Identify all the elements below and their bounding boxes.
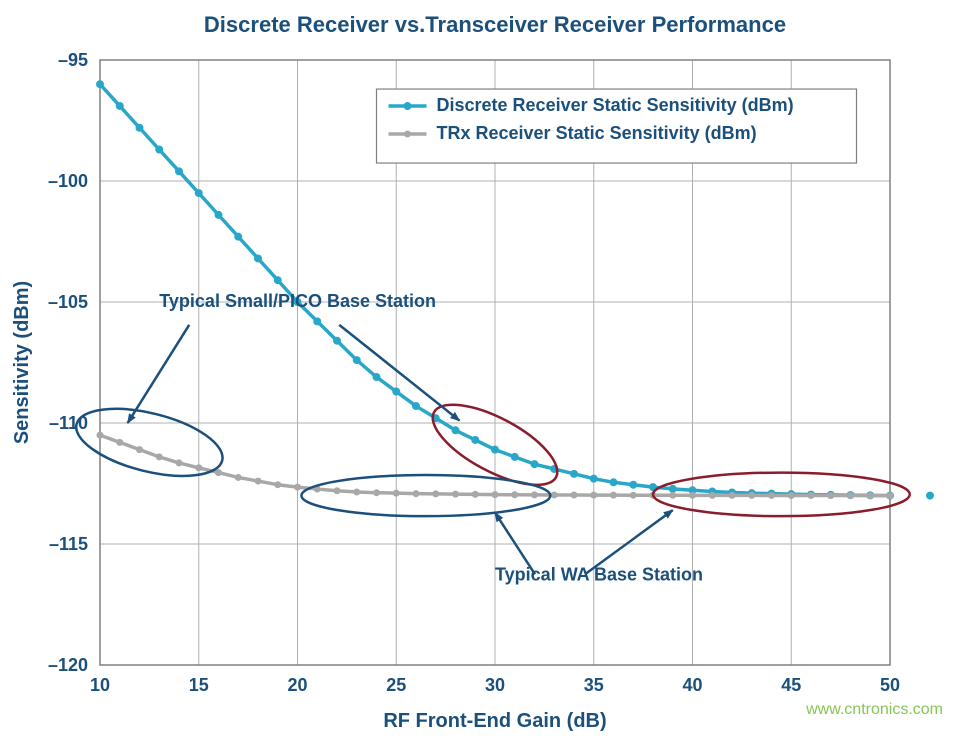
chart-root: 101520253035404550–120–115–110–105–100–9… (0, 0, 953, 749)
x-axis-label: RF Front-End Gain (dB) (383, 710, 606, 732)
annotation-label: Typical WA Base Station (495, 564, 703, 584)
x-tick-label: 20 (287, 675, 307, 695)
y-tick-label: –100 (48, 171, 88, 191)
legend: Discrete Receiver Static Sensitivity (dB… (377, 89, 857, 163)
x-tick-label: 30 (485, 675, 505, 695)
x-tick-label: 15 (189, 675, 209, 695)
y-tick-label: –95 (58, 50, 88, 70)
y-tick-label: –120 (48, 655, 88, 675)
legend-item-label: Discrete Receiver Static Sensitivity (dB… (437, 95, 794, 115)
chart-title: Discrete Receiver vs.Transceiver Receive… (204, 12, 786, 37)
chart-svg: 101520253035404550–120–115–110–105–100–9… (0, 0, 953, 749)
x-tick-label: 10 (90, 675, 110, 695)
x-tick-label: 45 (781, 675, 801, 695)
x-tick-label: 25 (386, 675, 406, 695)
x-tick-label: 50 (880, 675, 900, 695)
legend-item-label: TRx Receiver Static Sensitivity (dBm) (437, 123, 757, 143)
x-tick-label: 35 (584, 675, 604, 695)
watermark: www.cntronics.com (806, 701, 943, 719)
y-tick-label: –115 (49, 534, 88, 554)
y-axis-label: Sensitivity (dBm) (11, 281, 33, 444)
annotation-label: Typical Small/PICO Base Station (159, 291, 436, 311)
y-tick-label: –105 (48, 292, 88, 312)
x-tick-label: 40 (682, 675, 702, 695)
